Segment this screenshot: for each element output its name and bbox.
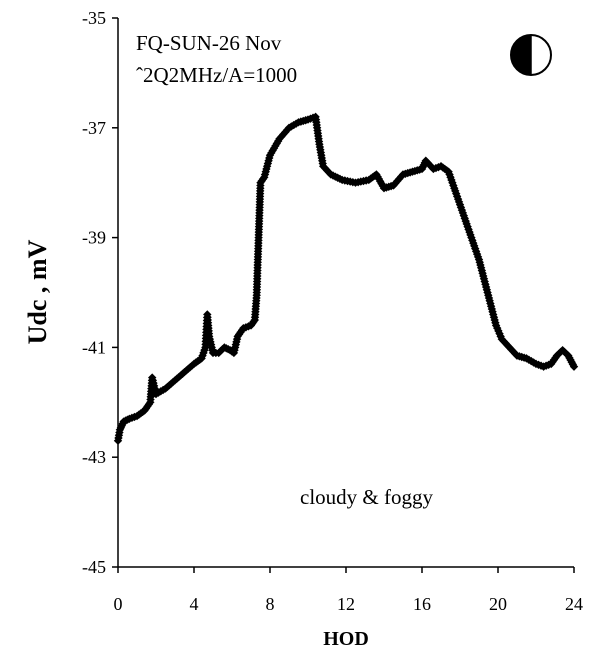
annotation-weather: cloudy & foggy bbox=[300, 485, 433, 509]
x-ticks: 0 4 8 12 16 20 24 bbox=[114, 567, 583, 614]
y-tick-label: -35 bbox=[82, 8, 106, 28]
x-axis-label: HOD bbox=[323, 628, 369, 650]
y-tick-label: -43 bbox=[82, 447, 106, 467]
x-tick-label: 16 bbox=[413, 594, 431, 614]
x-tick-label: 24 bbox=[565, 594, 583, 614]
x-tick-label: 8 bbox=[266, 594, 275, 614]
annotation-settings: ˆ2Q2MHz/A=1000 bbox=[136, 63, 297, 87]
x-tick-label: 12 bbox=[337, 594, 355, 614]
x-tick-label: 0 bbox=[114, 594, 123, 614]
x-tick-label: 4 bbox=[190, 594, 199, 614]
annotation-title: FQ-SUN-26 Nov bbox=[136, 31, 282, 55]
data-point bbox=[569, 362, 579, 371]
y-axis-label: Udc , mV bbox=[23, 239, 52, 344]
y-ticks: -35 -37 -39 -41 -43 -45 bbox=[82, 8, 118, 577]
y-tick-label: -37 bbox=[82, 118, 106, 138]
half-moon-icon bbox=[510, 34, 552, 76]
y-tick-label: -45 bbox=[82, 557, 106, 577]
data-points bbox=[113, 112, 579, 445]
y-tick-label: -39 bbox=[82, 228, 106, 248]
y-tick-label: -41 bbox=[82, 337, 106, 357]
x-tick-label: 20 bbox=[489, 594, 507, 614]
